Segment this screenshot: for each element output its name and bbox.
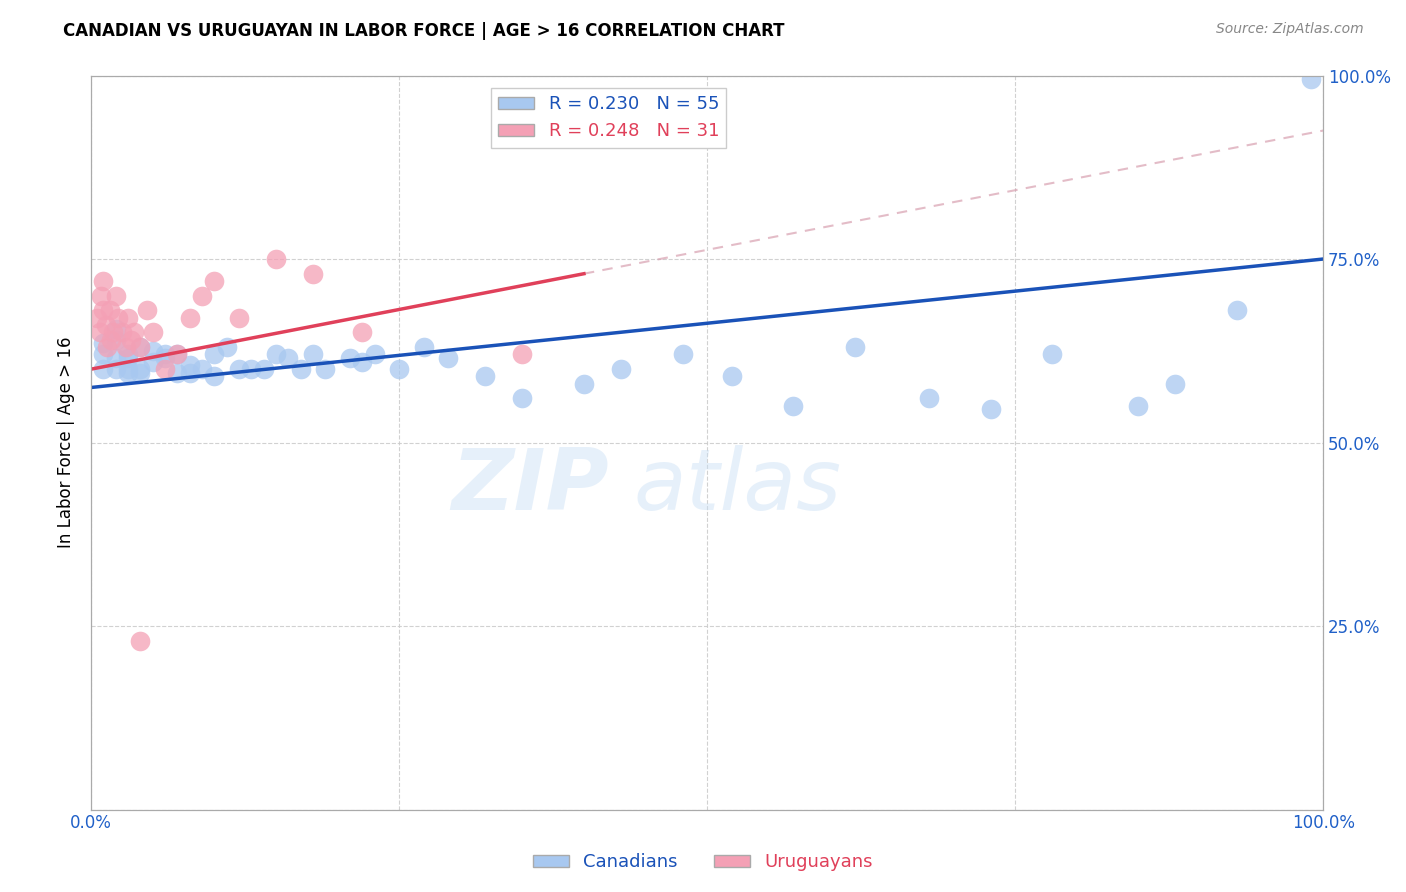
Point	[117, 310, 139, 325]
Point	[437, 351, 460, 365]
Point	[1128, 399, 1150, 413]
Text: CANADIAN VS URUGUAYAN IN LABOR FORCE | AGE > 16 CORRELATION CHART: CANADIAN VS URUGUAYAN IN LABOR FORCE | A…	[63, 22, 785, 40]
Point	[253, 362, 276, 376]
Point	[129, 366, 152, 380]
Point	[191, 289, 214, 303]
Point	[153, 351, 176, 365]
Text: Source: ZipAtlas.com: Source: ZipAtlas.com	[1216, 22, 1364, 37]
Point	[264, 252, 287, 266]
Y-axis label: In Labor Force | Age > 16: In Labor Force | Age > 16	[58, 337, 75, 549]
Point	[979, 402, 1001, 417]
Point	[228, 362, 250, 376]
Point	[191, 362, 214, 376]
Point	[228, 310, 250, 325]
Point	[339, 351, 361, 365]
Point	[179, 359, 201, 373]
Point	[720, 369, 742, 384]
Point	[277, 351, 299, 365]
Point	[93, 303, 115, 318]
Point	[100, 333, 122, 347]
Point	[166, 347, 188, 361]
Point	[388, 362, 411, 376]
Point	[117, 347, 139, 361]
Point	[142, 355, 165, 369]
Point	[94, 318, 117, 332]
Point	[98, 303, 121, 318]
Point	[1299, 72, 1322, 87]
Point	[352, 355, 374, 369]
Point	[93, 336, 115, 351]
Point	[96, 340, 118, 354]
Point	[129, 340, 152, 354]
Point	[512, 347, 534, 361]
Point	[671, 347, 693, 361]
Point	[314, 362, 336, 376]
Point	[202, 274, 225, 288]
Point	[572, 376, 595, 391]
Legend: R = 0.230   N = 55, R = 0.248   N = 31: R = 0.230 N = 55, R = 0.248 N = 31	[491, 88, 727, 148]
Point	[352, 326, 374, 340]
Point	[474, 369, 496, 384]
Point	[179, 366, 201, 380]
Point	[412, 340, 434, 354]
Point	[104, 322, 127, 336]
Point	[1040, 347, 1063, 361]
Point	[142, 343, 165, 358]
Point	[1164, 376, 1187, 391]
Point	[918, 392, 941, 406]
Point	[264, 347, 287, 361]
Point	[610, 362, 633, 376]
Point	[93, 274, 115, 288]
Point	[302, 267, 325, 281]
Point	[103, 326, 125, 340]
Point	[104, 289, 127, 303]
Point	[114, 340, 136, 354]
Point	[202, 347, 225, 361]
Point	[782, 399, 804, 413]
Point	[290, 362, 312, 376]
Text: ZIP: ZIP	[451, 445, 609, 528]
Point	[215, 340, 238, 354]
Point	[111, 326, 134, 340]
Point	[104, 351, 127, 365]
Point	[117, 362, 139, 376]
Point	[104, 362, 127, 376]
Point	[153, 347, 176, 361]
Point	[90, 289, 112, 303]
Point	[153, 362, 176, 376]
Point	[89, 326, 111, 340]
Point	[93, 347, 115, 361]
Legend: Canadians, Uruguayans: Canadians, Uruguayans	[526, 847, 880, 879]
Point	[135, 303, 157, 318]
Point	[240, 362, 263, 376]
Point	[129, 362, 152, 376]
Point	[122, 326, 145, 340]
Point	[302, 347, 325, 361]
Point	[117, 366, 139, 380]
Point	[363, 347, 385, 361]
Point	[179, 310, 201, 325]
Point	[104, 333, 127, 347]
Point	[86, 310, 108, 325]
Point	[117, 351, 139, 365]
Point	[107, 310, 129, 325]
Point	[166, 347, 188, 361]
Point	[142, 326, 165, 340]
Point	[129, 340, 152, 354]
Point	[120, 333, 142, 347]
Point	[93, 362, 115, 376]
Point	[202, 369, 225, 384]
Point	[844, 340, 866, 354]
Point	[512, 392, 534, 406]
Point	[166, 366, 188, 380]
Text: atlas: atlas	[633, 445, 841, 528]
Point	[1226, 303, 1249, 318]
Point	[129, 633, 152, 648]
